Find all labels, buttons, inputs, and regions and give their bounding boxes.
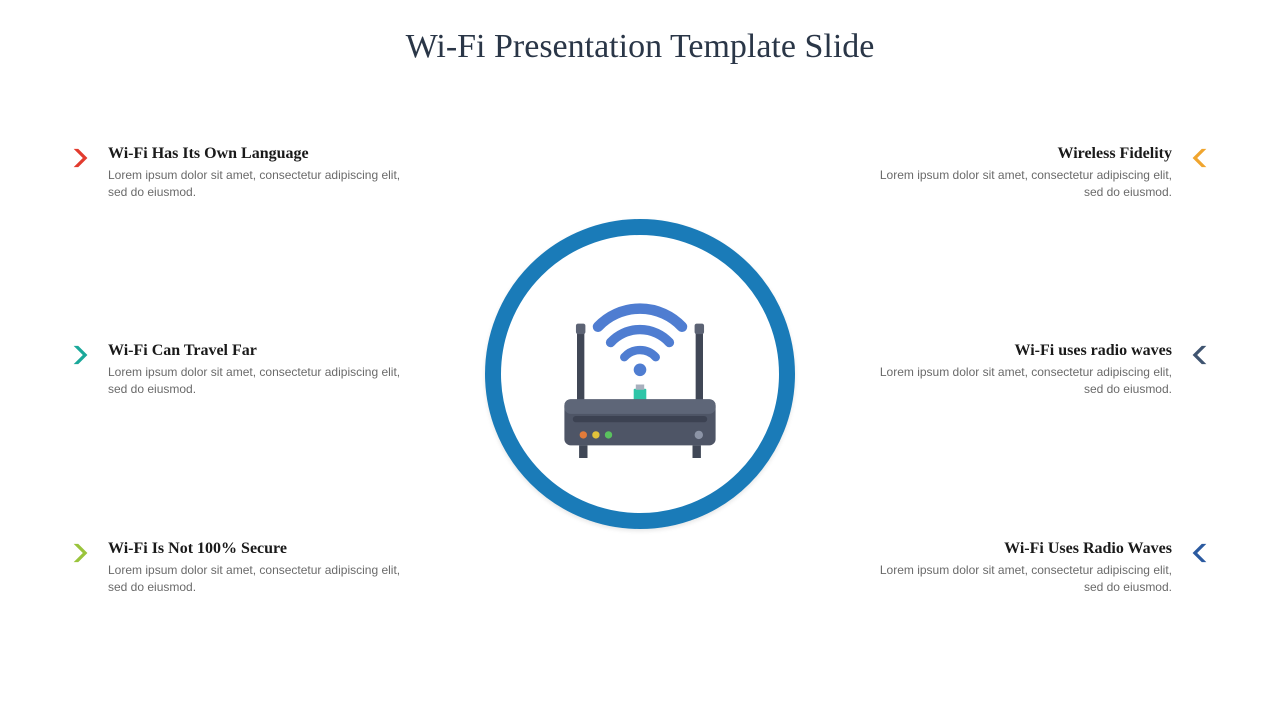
center-circle	[485, 219, 795, 529]
feature-heading: Wi-Fi Is Not 100% Secure	[108, 540, 410, 558]
feature-text: Wi-Fi Is Not 100% Secure Lorem ipsum dol…	[108, 540, 410, 597]
feature-heading: Wireless Fidelity	[870, 145, 1172, 163]
feature-text: Wi-Fi uses radio waves Lorem ipsum dolor…	[870, 342, 1172, 399]
chevron-right-icon	[70, 344, 92, 366]
feature-body: Lorem ipsum dolor sit amet, consectetur …	[870, 167, 1172, 202]
router-antenna-right-icon	[695, 324, 704, 406]
feature-heading: Wi-Fi Can Travel Far	[108, 342, 410, 360]
feature-text: Wi-Fi Uses Radio Waves Lorem ipsum dolor…	[870, 540, 1172, 597]
feature-item-right-1: Wireless Fidelity Lorem ipsum dolor sit …	[870, 145, 1210, 202]
chevron-left-icon	[1188, 542, 1210, 564]
feature-text: Wireless Fidelity Lorem ipsum dolor sit …	[870, 145, 1172, 202]
router-icon	[535, 269, 745, 479]
feature-body: Lorem ipsum dolor sit amet, consectetur …	[108, 167, 410, 202]
feature-item-left-1: Wi-Fi Has Its Own Language Lorem ipsum d…	[70, 145, 410, 202]
chevron-left-icon	[1188, 344, 1210, 366]
feature-body: Lorem ipsum dolor sit amet, consectetur …	[870, 562, 1172, 597]
feature-heading: Wi-Fi Has Its Own Language	[108, 145, 410, 163]
chevron-left-icon	[1188, 147, 1210, 169]
feature-body: Lorem ipsum dolor sit amet, consectetur …	[870, 364, 1172, 399]
router-antenna-left-icon	[576, 324, 585, 406]
feature-item-right-3: Wi-Fi Uses Radio Waves Lorem ipsum dolor…	[870, 540, 1210, 597]
feature-item-right-2: Wi-Fi uses radio waves Lorem ipsum dolor…	[870, 342, 1210, 399]
feature-body: Lorem ipsum dolor sit amet, consectetur …	[108, 364, 410, 399]
chevron-right-icon	[70, 542, 92, 564]
feature-heading: Wi-Fi uses radio waves	[870, 342, 1172, 360]
feature-heading: Wi-Fi Uses Radio Waves	[870, 540, 1172, 558]
feature-item-left-3: Wi-Fi Is Not 100% Secure Lorem ipsum dol…	[70, 540, 410, 597]
feature-item-left-2: Wi-Fi Can Travel Far Lorem ipsum dolor s…	[70, 342, 410, 399]
feature-text: Wi-Fi Has Its Own Language Lorem ipsum d…	[108, 145, 410, 202]
feature-body: Lorem ipsum dolor sit amet, consectetur …	[108, 562, 410, 597]
feature-text: Wi-Fi Can Travel Far Lorem ipsum dolor s…	[108, 342, 410, 399]
chevron-right-icon	[70, 147, 92, 169]
wifi-waves-icon	[598, 309, 682, 376]
page-title: Wi-Fi Presentation Template Slide	[0, 0, 1280, 66]
